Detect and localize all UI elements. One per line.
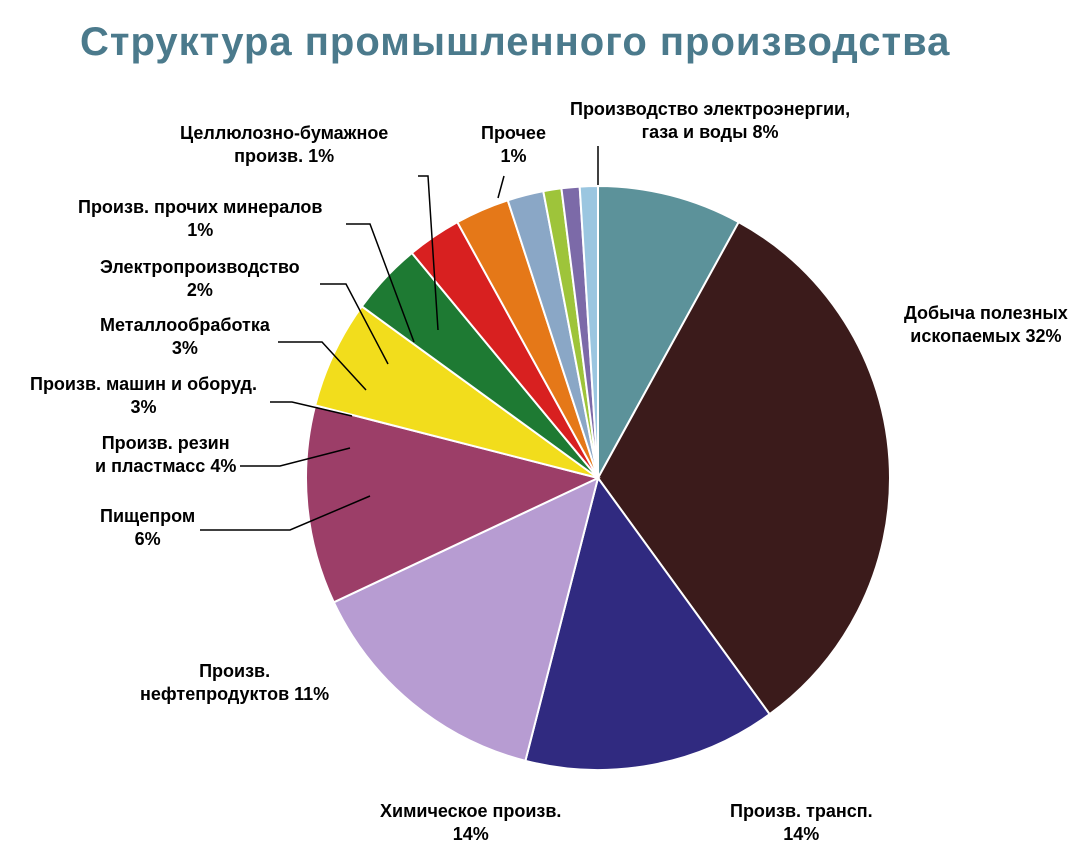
slice-label: Добыча полезныхископаемых 32%: [904, 302, 1068, 347]
slice-label: Металлообработка3%: [100, 314, 270, 359]
slice-label: Произв.нефтепродуктов 11%: [140, 660, 329, 705]
leader-line: [498, 176, 504, 198]
slice-label: Прочее1%: [481, 122, 546, 167]
slice-label: Производство электроэнергии,газа и воды …: [570, 98, 850, 143]
slice-label: Целлюлозно-бумажноепроизв. 1%: [180, 122, 388, 167]
slice-label: Произв. машин и оборуд.3%: [30, 373, 257, 418]
slice-label: Химическое произв.14%: [380, 800, 561, 845]
slice-label: Произв. прочих минералов1%: [78, 196, 322, 241]
slice-label: Электропроизводство2%: [100, 256, 300, 301]
slice-label: Пищепром6%: [100, 505, 195, 550]
pie-chart: [0, 0, 1092, 849]
slice-label: Произв. резини пластмасс 4%: [95, 432, 236, 477]
slice-label: Произв. трансп.14%: [730, 800, 873, 845]
